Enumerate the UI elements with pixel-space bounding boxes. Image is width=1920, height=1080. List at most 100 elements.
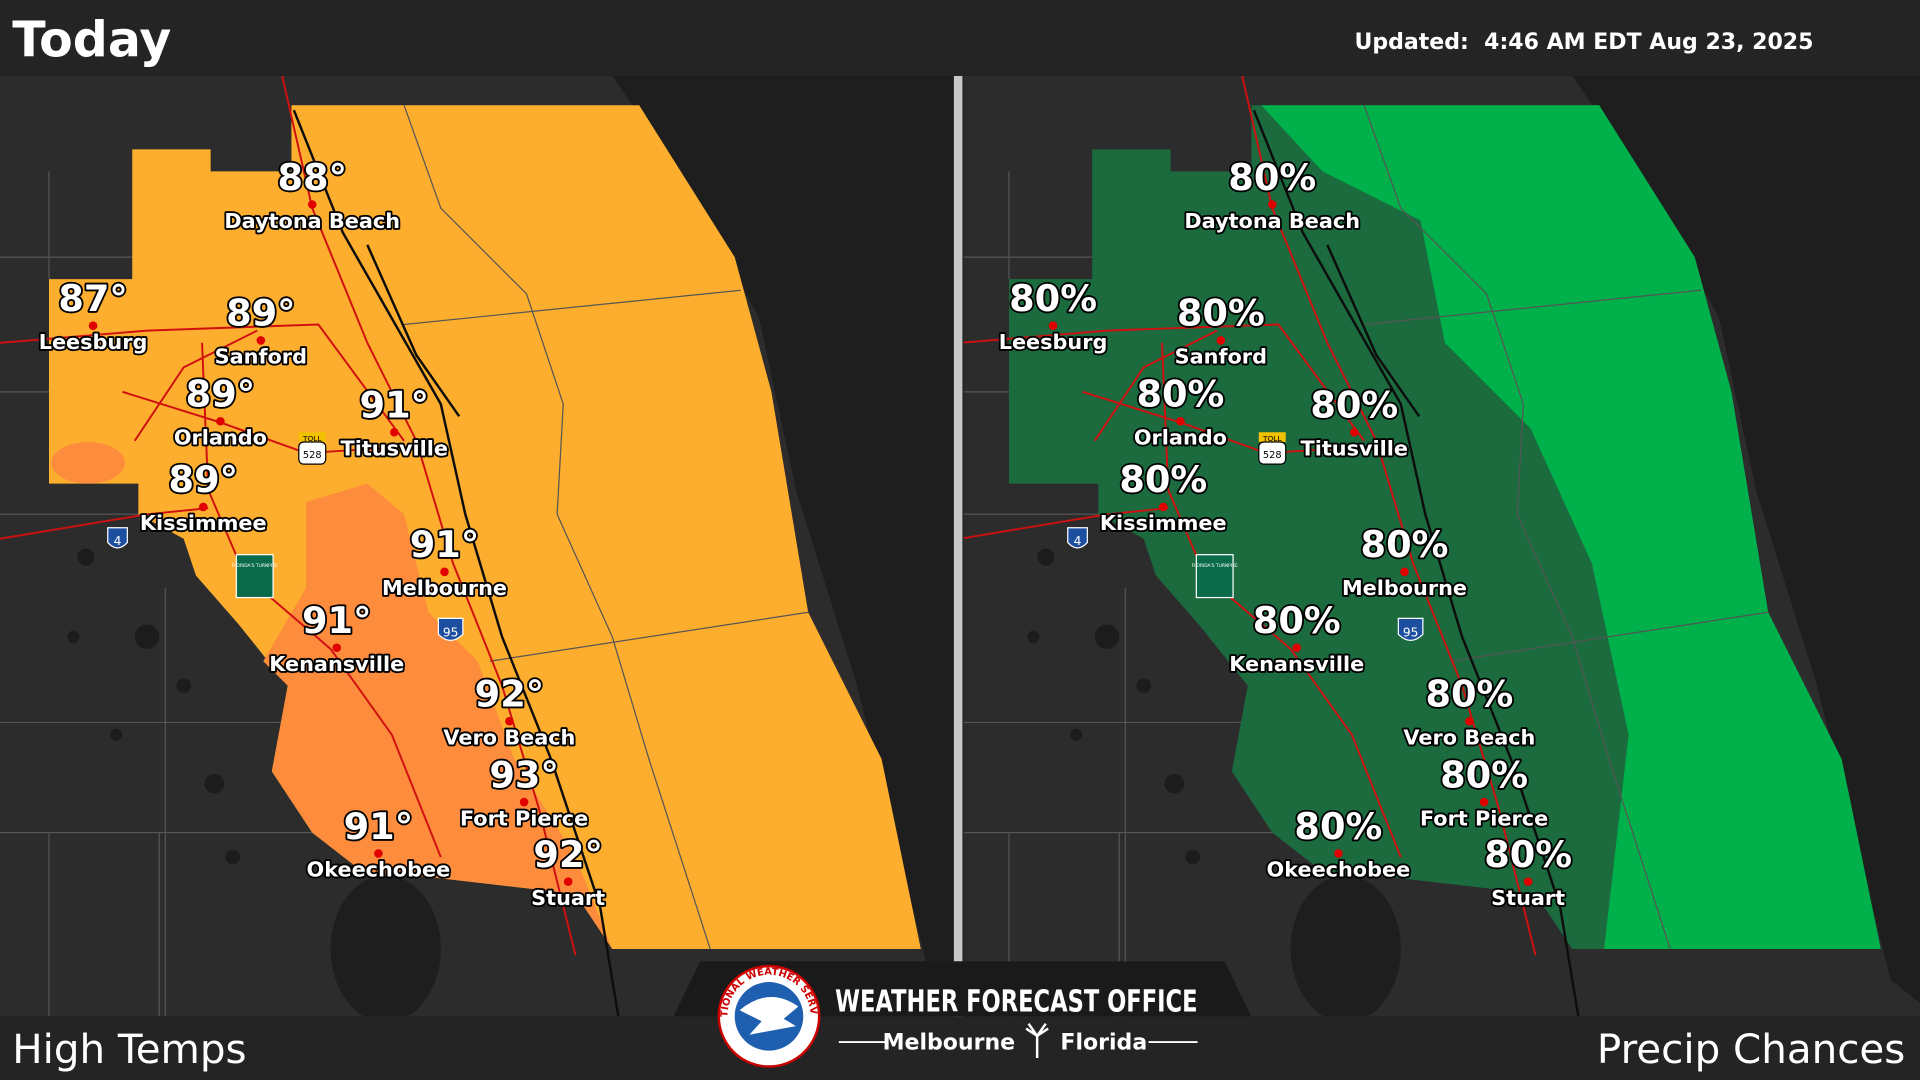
city-dot [390, 427, 399, 437]
left-map [0, 75, 953, 1017]
city-value: 91° [344, 805, 413, 848]
city-name: Leesburg [39, 330, 148, 354]
city-name: Kissimmee [140, 511, 267, 535]
city-name: Vero Beach [1403, 725, 1535, 749]
city-name: Daytona Beach [224, 209, 400, 233]
sr528-label: 528 [303, 450, 322, 461]
toll-label: TOLL [1262, 434, 1282, 443]
city-dot [1292, 643, 1302, 653]
city-value: 88° [278, 156, 347, 199]
city-dot [256, 336, 266, 345]
city-dot [505, 716, 514, 726]
toll-tag [1258, 432, 1286, 443]
city-name: Melbourne [1342, 576, 1467, 600]
footer-bar [0, 1016, 1920, 1080]
i95-label: 95 [443, 626, 459, 640]
city-value: 92° [475, 673, 544, 716]
city-name: Stuart [531, 886, 605, 910]
i4-label: 4 [1074, 534, 1082, 548]
city-name: Titusville [1301, 437, 1409, 461]
city-name: Vero Beach [443, 725, 575, 749]
city-value: 89° [169, 458, 238, 501]
city-value: 93° [489, 753, 558, 796]
city-value: 80% [1253, 599, 1341, 642]
city-dot [1176, 416, 1185, 426]
city-dot [198, 502, 208, 512]
city-dot [440, 567, 449, 577]
city-value: 80% [1440, 753, 1528, 796]
city-name: Orlando [1134, 425, 1227, 449]
city-dot [1267, 200, 1277, 209]
sr528-shield [1258, 441, 1287, 465]
i4-shield [107, 527, 128, 549]
cities: 88° Daytona Beach 87° Leesburg 89° Sanford 89°… [37, 154, 1574, 912]
city-value: 80% [1009, 277, 1097, 320]
temp-zone [48, 105, 921, 949]
city-dot [332, 643, 342, 653]
divider [953, 75, 963, 1019]
city-name: Stuart [1491, 886, 1565, 910]
city-value: 92° [533, 833, 602, 876]
city-dot [1334, 849, 1343, 858]
city-value: 91° [302, 599, 371, 642]
city-value: 80% [1484, 833, 1572, 876]
city-value: 89° [186, 373, 255, 416]
city-dot [1216, 336, 1226, 345]
city-value: 80% [1136, 373, 1224, 416]
city-name: Melbourne [382, 576, 507, 600]
city-name: Okeechobee [1267, 858, 1411, 882]
turnpike-label: FLORIDA'S TURNPIKE [1192, 563, 1238, 569]
office-city: Melbourne [883, 1030, 1016, 1055]
city-name: Sanford [215, 345, 307, 369]
i4-label: 4 [114, 534, 122, 548]
city-value: 91° [410, 523, 479, 566]
city-name: Daytona Beach [1184, 209, 1360, 233]
right-label: Precip Chances [1597, 1025, 1905, 1073]
turnpike-label: FLORIDA'S TURNPIKE [232, 563, 278, 569]
turnpike-shield [235, 554, 274, 599]
toll-tag [298, 432, 326, 443]
city-dot [519, 797, 529, 807]
city-value: 91° [360, 384, 429, 427]
office-state: Florida [1060, 1030, 1147, 1055]
city-dot [1479, 797, 1489, 807]
city-value: 89° [226, 292, 295, 335]
palm-icon [1025, 1022, 1049, 1058]
sr528-shield [298, 441, 327, 465]
precip-zone-high [1261, 105, 1881, 949]
city-value: 80% [1177, 292, 1265, 335]
shields: 4 95 TOLL 528 FLORIDA'S TURNPIKE 4 95 TOLL 528 FL… [107, 432, 1424, 642]
i95-shield [437, 617, 464, 642]
city-name: Titusville [341, 437, 449, 461]
right-map [963, 75, 1920, 1017]
title: Today [12, 11, 171, 68]
city-value: 87° [58, 277, 127, 320]
city-value: 80% [1425, 673, 1513, 716]
i4-shield [1067, 527, 1088, 549]
city-name: Orlando [174, 425, 267, 449]
city-name: Leesburg [999, 330, 1108, 354]
city-dot [1350, 427, 1359, 437]
city-name: Kenansville [269, 652, 404, 676]
sr528-label: 528 [1263, 450, 1282, 461]
city-name: Fort Pierce [1420, 806, 1548, 830]
city-name: Kissimmee [1100, 511, 1227, 535]
city-dot [1523, 877, 1533, 886]
city-dot [563, 877, 573, 886]
city-value: 80% [1119, 458, 1207, 501]
city-dot [374, 849, 383, 858]
city-dot [1465, 716, 1474, 726]
city-value: 80% [1361, 523, 1449, 566]
city-dot [1048, 321, 1058, 330]
updated: Updated: 4:46 AM EDT Aug 23, 2025 [1354, 30, 1813, 55]
i95-shield [1397, 617, 1424, 642]
city-name: Fort Pierce [460, 806, 588, 830]
left-label: High Temps [12, 1025, 246, 1073]
temp-zone-hot [263, 483, 613, 949]
city-dot [1158, 502, 1168, 512]
office-title: WEATHER FORECAST OFFICE [835, 984, 1197, 1019]
city-name: Kenansville [1229, 652, 1364, 676]
turnpike-shield [1195, 554, 1234, 599]
